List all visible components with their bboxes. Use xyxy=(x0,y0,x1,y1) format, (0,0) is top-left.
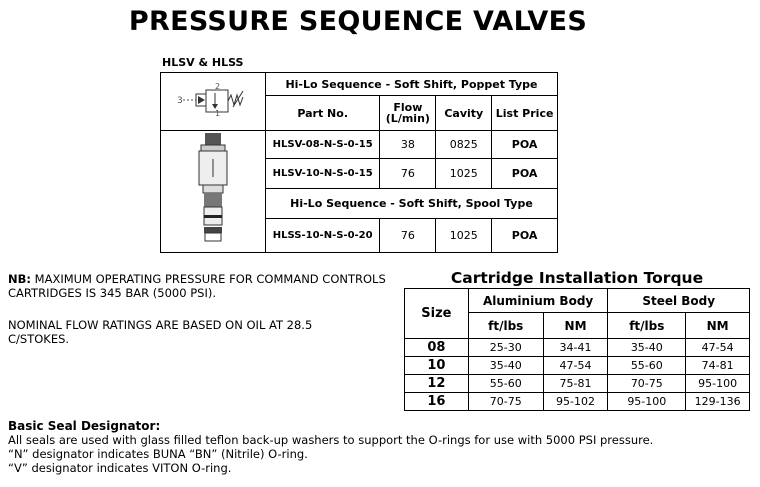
torque-row: 08 25-30 34-41 35-40 47-54 xyxy=(404,338,750,357)
part-number: HLSV-10-N-S-0-15 xyxy=(264,158,381,189)
size-value: 10 xyxy=(404,356,469,375)
torque-value: 70-75 xyxy=(467,392,544,411)
seal-line: “V” designator indicates VITON O-ring. xyxy=(8,461,232,475)
header-cavity: Cavity xyxy=(435,95,493,131)
header-nm: NM xyxy=(542,312,609,339)
torque-row: 12 55-60 75-81 70-75 95-100 xyxy=(404,374,750,393)
torque-value: 70-75 xyxy=(607,374,687,393)
torque-value: 95-102 xyxy=(542,392,609,411)
valve-symbol: 3 2 1 xyxy=(160,72,266,131)
header-size: Size xyxy=(404,288,469,339)
torque-value: 35-40 xyxy=(607,338,687,357)
seal-designator: Basic Seal Designator: All seals are use… xyxy=(8,419,653,475)
list-price: POA xyxy=(491,158,558,189)
header-ftlbs: ft/lbs xyxy=(467,312,544,339)
size-value: 16 xyxy=(404,392,469,411)
torque-value: 47-54 xyxy=(685,338,750,357)
header-flow: Flow (L/min) xyxy=(379,95,437,131)
part-number: HLSS-10-N-S-0-20 xyxy=(264,218,381,253)
header-aluminium-body: Aluminium Body xyxy=(467,288,609,313)
header-ftlbs: ft/lbs xyxy=(607,312,687,339)
torque-value: 35-40 xyxy=(467,356,544,375)
header-steel-body: Steel Body xyxy=(607,288,750,313)
spool-section-title: Hi-Lo Sequence - Soft Shift, Spool Type xyxy=(264,188,559,219)
torque-value: 55-60 xyxy=(607,356,687,375)
page-title: PRESSURE SEQUENCE VALVES xyxy=(128,6,588,37)
seal-line: All seals are used with glass filled tef… xyxy=(8,433,654,447)
port-2-label: 2 xyxy=(215,83,220,91)
seal-heading: Basic Seal Designator: xyxy=(8,419,161,433)
list-price: POA xyxy=(491,130,558,159)
list-price: POA xyxy=(491,218,558,253)
header-list-price: List Price xyxy=(491,95,558,131)
torque-value: 34-41 xyxy=(542,338,609,357)
part-number: HLSV-08-N-S-0-15 xyxy=(264,130,381,159)
flow-value: 76 xyxy=(379,158,437,189)
size-value: 08 xyxy=(404,338,469,357)
flow-value: 38 xyxy=(379,130,437,159)
torque-value: 95-100 xyxy=(607,392,687,411)
torque-value: 95-100 xyxy=(685,374,750,393)
header-part-no: Part No. xyxy=(264,95,381,131)
valve-table: 3 2 1 Hi-Lo Sequence - Soft Shift, Poppe… xyxy=(160,72,559,253)
cartridge-image xyxy=(160,130,266,253)
flow-note: NOMINAL FLOW RATINGS ARE BASED ON OIL AT… xyxy=(8,318,313,346)
torque-row: 10 35-40 47-54 55-60 74-81 xyxy=(404,356,750,375)
torque-value: 25-30 xyxy=(467,338,544,357)
size-value: 12 xyxy=(404,374,469,393)
poppet-section-title: Hi-Lo Sequence - Soft Shift, Poppet Type xyxy=(264,72,559,96)
cavity-value: 1025 xyxy=(435,158,493,189)
port-1-label: 1 xyxy=(215,109,220,117)
flow-value: 76 xyxy=(379,218,437,253)
nb-note: NB: MAXIMUM OPERATING PRESSURE FOR COMMA… xyxy=(8,272,393,300)
nb-text: MAXIMUM OPERATING PRESSURE FOR COMMAND C… xyxy=(8,272,386,300)
section-label: HLSV & HLSS xyxy=(162,56,244,69)
torque-table: Size Aluminium Body Steel Body ft/lbs NM… xyxy=(404,288,750,411)
cavity-value: 1025 xyxy=(435,218,493,253)
nb-label: NB: xyxy=(8,272,31,286)
seal-line: “N” designator indicates BUNA “BN” (Nitr… xyxy=(8,447,308,461)
torque-value: 75-81 xyxy=(542,374,609,393)
torque-value: 129-136 xyxy=(685,392,750,411)
cavity-value: 0825 xyxy=(435,130,493,159)
torque-value: 47-54 xyxy=(542,356,609,375)
torque-value: 74-81 xyxy=(685,356,750,375)
header-nm: NM xyxy=(685,312,750,339)
torque-row: 16 70-75 95-102 95-100 129-136 xyxy=(404,392,750,411)
port-3-label: 3 xyxy=(177,96,183,106)
torque-title: Cartridge Installation Torque xyxy=(450,269,704,287)
torque-value: 55-60 xyxy=(467,374,544,393)
